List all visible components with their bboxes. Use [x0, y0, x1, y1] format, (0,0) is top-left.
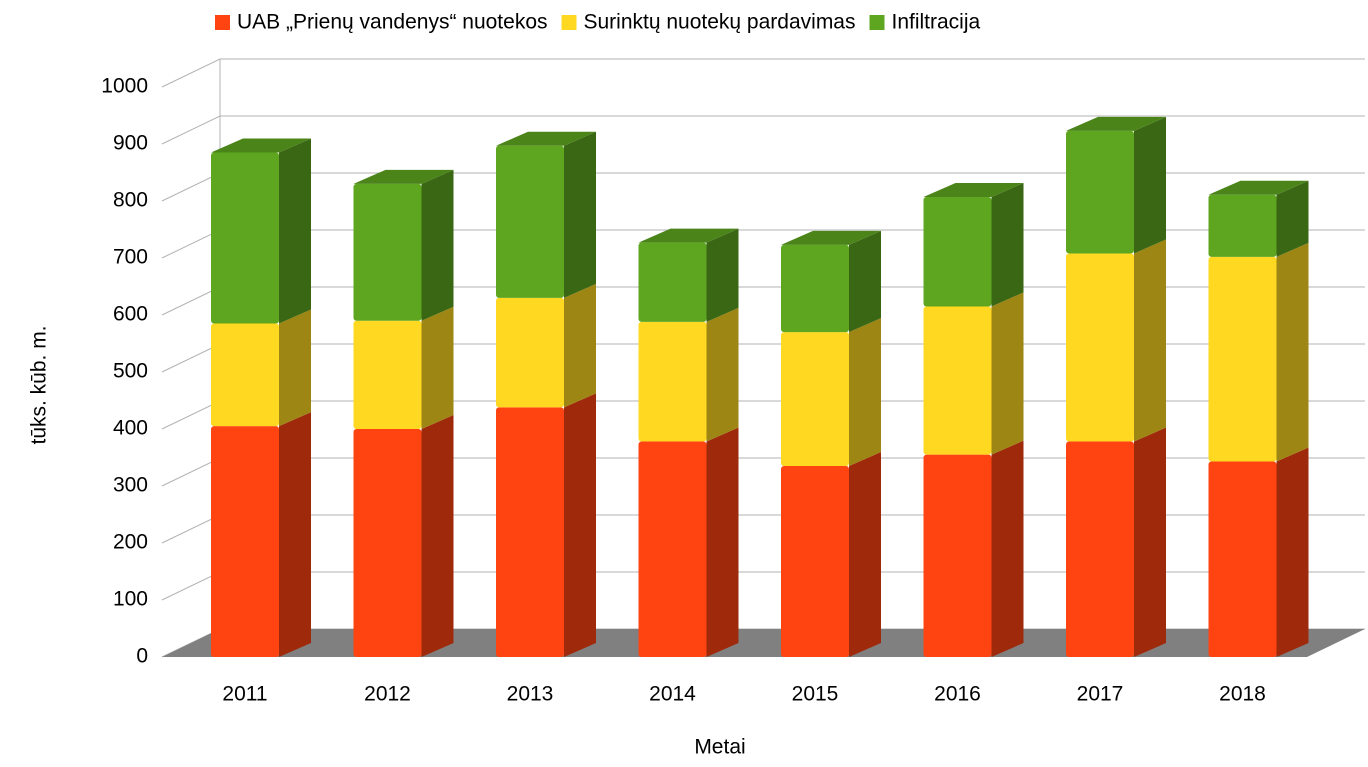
floor: [162, 629, 1365, 657]
bar-top: [353, 169, 454, 184]
bar: [923, 454, 992, 657]
grid-line: [161, 58, 1365, 88]
bar-side: [1134, 116, 1166, 254]
y-tick-label: 200: [113, 531, 148, 554]
bar-top: [923, 183, 1024, 198]
grid-line: [161, 343, 1365, 373]
bar-side: [279, 309, 311, 427]
grid-line: [161, 229, 1365, 259]
legend-label: Infiltracija: [892, 11, 981, 34]
bar-top: [781, 230, 881, 245]
bar: [1208, 461, 1277, 657]
x-tick-label: 2015: [792, 683, 839, 706]
x-tick-label: 2018: [1219, 683, 1266, 706]
x-tick-label: 2012: [364, 683, 411, 706]
bar: [496, 145, 564, 298]
bar-top: [211, 138, 311, 153]
bar-side: [991, 440, 1024, 657]
y-tick-label: 100: [113, 588, 148, 611]
bar-side: [279, 138, 311, 324]
bar-side: [706, 228, 739, 322]
grid-line: [161, 457, 1365, 487]
bar: [496, 407, 564, 657]
bar: [1066, 441, 1134, 657]
bar-side: [421, 169, 454, 321]
grid-line: [161, 400, 1365, 430]
y-tick-label: 800: [113, 189, 148, 212]
bar: [496, 297, 564, 408]
bar: [781, 244, 849, 333]
y-tick-label: 700: [113, 246, 148, 269]
x-tick-label: 2013: [507, 683, 554, 706]
bar: [211, 323, 279, 427]
bar: [781, 332, 849, 467]
bar-side: [564, 283, 596, 408]
bar-side: [849, 452, 881, 657]
bar: [1208, 194, 1277, 257]
x-tick-label: 2017: [1077, 683, 1124, 706]
y-tick-label: 600: [113, 303, 148, 326]
legend-swatch: [561, 15, 577, 30]
grid-line: [161, 115, 1365, 145]
bar-side: [1134, 239, 1166, 442]
bar: [638, 321, 707, 442]
bar-top: [1208, 180, 1309, 195]
x-axis-title: Metai: [694, 736, 745, 759]
legend-swatch: [869, 15, 885, 30]
bar-top: [496, 131, 596, 146]
bar: [353, 429, 422, 657]
bar-side: [1134, 427, 1166, 657]
bar-side: [706, 307, 739, 442]
legend-label: UAB „Prienų vandenys“ nuotekos: [237, 11, 548, 34]
grid-line: [161, 172, 1365, 202]
bar: [638, 441, 707, 657]
bar-side: [1276, 242, 1309, 462]
bar-side: [1276, 180, 1309, 257]
bar-side: [849, 230, 881, 333]
bar-side: [991, 292, 1024, 455]
bar-side: [564, 131, 596, 298]
bar-side: [564, 393, 596, 657]
grid-line: [161, 286, 1365, 316]
bar-side: [421, 306, 454, 429]
y-tick-label: 400: [113, 417, 148, 440]
bar: [923, 306, 992, 455]
y-tick-label: 300: [113, 474, 148, 497]
bar-side: [849, 318, 881, 467]
bar-side: [991, 183, 1024, 307]
bar-top: [638, 228, 739, 243]
y-axis-title: tūks. kūb. m.: [28, 325, 51, 444]
x-tick-label: 2014: [649, 683, 696, 706]
bar: [781, 466, 849, 657]
legend-swatch: [215, 15, 230, 30]
bar: [1066, 253, 1134, 442]
x-tick-label: 2016: [934, 683, 981, 706]
legend-label: Surinktų nuotekų pardavimas: [584, 11, 856, 34]
bar-side: [1276, 447, 1309, 657]
bar: [211, 152, 279, 324]
bar-side: [421, 415, 454, 657]
bar-side: [706, 427, 739, 657]
bar-top: [1066, 116, 1166, 131]
bar: [923, 197, 992, 307]
bar: [1208, 256, 1277, 462]
bar: [638, 242, 707, 322]
bar-side: [279, 412, 311, 657]
y-tick-label: 1000: [101, 75, 148, 98]
grid-line: [161, 571, 1365, 601]
x-tick-label: 2011: [222, 683, 267, 706]
y-tick-label: 900: [113, 132, 148, 155]
bar: [353, 183, 422, 321]
bar: [353, 320, 422, 429]
bar: [1066, 130, 1134, 254]
y-tick-label: 500: [113, 360, 148, 383]
y-tick-label: 0: [136, 645, 148, 668]
grid-line: [161, 514, 1365, 544]
bar: [211, 426, 279, 657]
